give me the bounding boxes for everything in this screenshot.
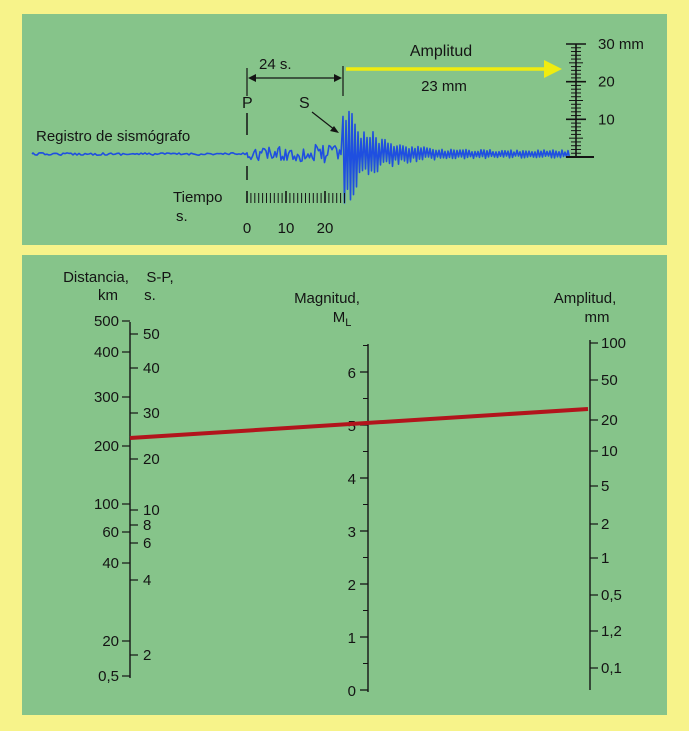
sp-header: S-P, [146,269,173,286]
time-tick-label: 10 [278,220,295,237]
mm-scale-tick-label: 20 [598,74,615,91]
amplitude-tick-label: 10 [601,443,618,460]
interval-label: 24 s. [259,56,292,73]
time-label: Tiempo [173,189,222,206]
magnitude-tick-label: 5 [348,418,356,435]
sp-tick-label: 2 [143,647,151,664]
p-wave-label: P [242,95,253,112]
amplitude-header: Amplitud, [554,290,617,307]
sp-tick-label: 50 [143,326,160,343]
time-tick-label: 0 [243,220,251,237]
sp-tick-label: 6 [143,535,151,552]
amplitude-tick-label: 100 [601,335,626,352]
distance-tick-label: 0,5 [98,668,119,685]
amplitude-tick-label: 0,5 [601,587,622,604]
s-arrival-pointer-head [330,126,339,133]
magnitude-symbol-subscript: L [345,317,351,329]
distance-tick-label: 40 [102,555,119,572]
sp-tick-label: 20 [143,451,160,468]
distance-unit-header: km [98,287,118,304]
magnitude-tick-label: 3 [348,524,356,541]
sp-tick-label: 8 [143,517,151,534]
amplitude-tick-label: 1 [601,550,609,567]
amplitude-tick-label: 1,2 [601,623,622,640]
amplitude-arrow-head [544,60,562,78]
s-arrival-pointer [311,111,336,131]
time-unit-label: s. [176,208,188,225]
amplitude-tick-label: 5 [601,478,609,495]
time-tick-label: 20 [317,220,334,237]
distance-tick-label: 20 [102,633,119,650]
magnitude-scale: 6 5 4 3 2 1 0 [348,344,369,700]
amplitude-title: Amplitud [410,43,472,60]
sp-tick-label: 10 [143,502,160,519]
distance-tick-label: 100 [94,496,119,513]
sp-unit-header: s. [144,287,156,304]
amplitude-value: 23 mm [421,78,467,95]
distance-header: Distancia, [63,269,129,286]
distance-tick-label: 60 [102,524,119,541]
amplitude-tick-label: 20 [601,412,618,429]
magnitude-tick-label: 6 [348,365,356,382]
magnitude-symbol: ML [333,309,352,329]
amplitude-tick-label: 50 [601,372,618,389]
sp-tick-label: 40 [143,360,160,377]
time-ruler: 0 10 20 [243,191,345,237]
magnitude-header: Magnitud, [294,290,360,307]
reading-line [129,407,589,440]
seismogram-panel [22,14,667,245]
distance-tick-label: 500 [94,313,119,330]
amplitude-scale: 100 50 20 10 5 2 1 0,5 1,2 0,1 [589,335,626,690]
sp-tick-label: 4 [143,572,151,589]
magnitude-tick-label: 0 [348,683,356,700]
mm-ruler-scale: 30 mm 20 10 [566,36,644,158]
interval-arrow-right [334,74,342,82]
distance-tick-label: 300 [94,389,119,406]
mm-scale-tick-label: 10 [598,111,615,128]
mm-scale-tick-label: 30 mm [598,36,644,53]
amplitude-tick-label: 2 [601,516,609,533]
magnitude-tick-label: 2 [348,577,356,594]
seismogram-trace [31,110,571,204]
interval-arrow-left [248,74,256,82]
magnitude-tick-label: 1 [348,630,356,647]
trace-label: Registro de sismógrafo [36,128,190,145]
s-wave-label: S [299,95,310,112]
amplitude-tick-label: 0,1 [601,660,622,677]
magnitude-tick-label: 4 [348,471,356,488]
magnitude-symbol-main: M [333,309,346,326]
amplitude-unit-header: mm [585,309,610,326]
distance-tick-label: 400 [94,344,119,361]
sp-tick-label: 30 [143,405,160,422]
distance-tick-label: 200 [94,438,119,455]
